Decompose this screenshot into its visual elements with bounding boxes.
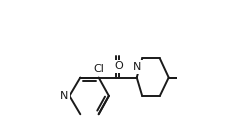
Text: N: N: [132, 62, 141, 72]
Text: Cl: Cl: [93, 64, 104, 74]
Text: O: O: [115, 61, 124, 71]
Text: N: N: [60, 91, 69, 101]
